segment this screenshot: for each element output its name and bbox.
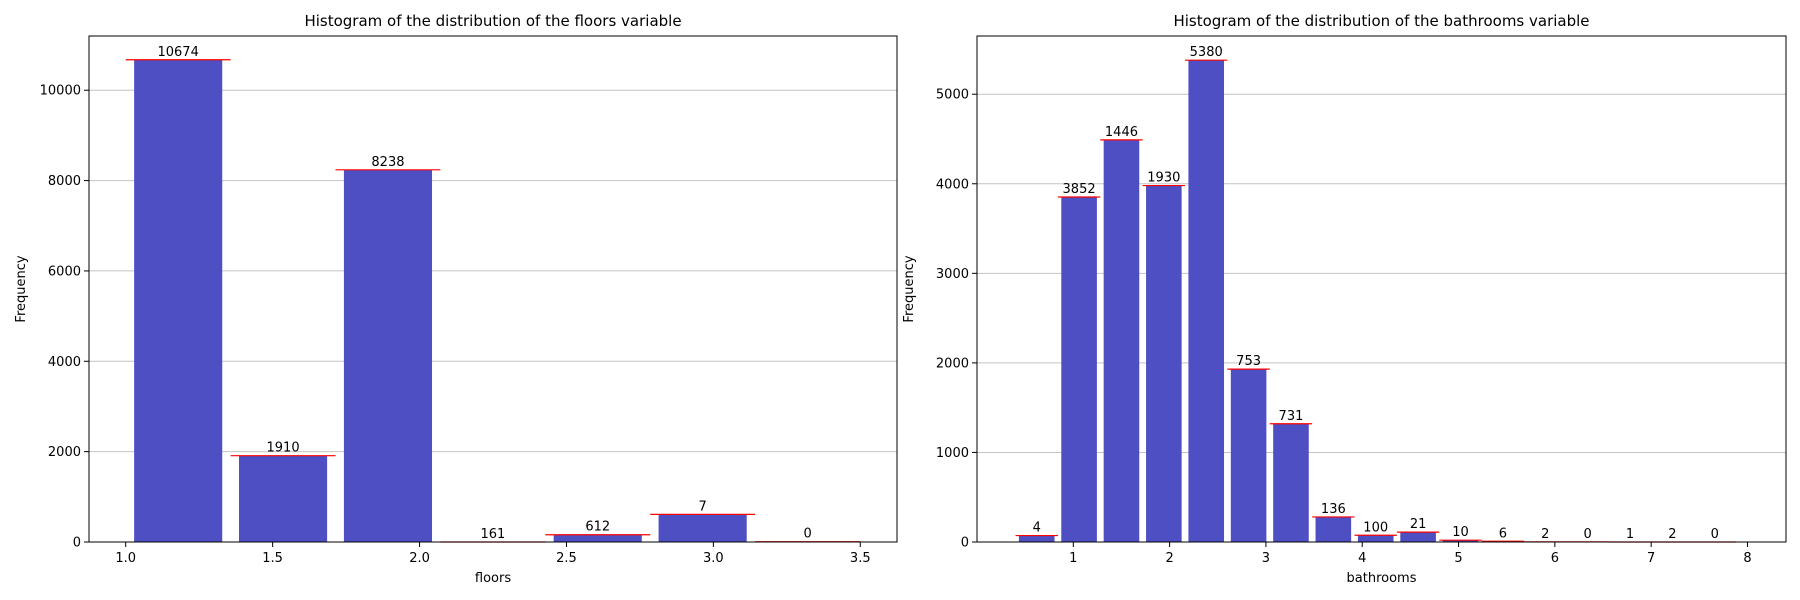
histogram-bar xyxy=(343,169,433,543)
histogram-bar xyxy=(1357,535,1394,542)
y-tick-label: 4000 xyxy=(48,355,81,370)
y-tick-label: 6000 xyxy=(48,264,81,279)
bar-count-label: 1930 xyxy=(1147,171,1180,186)
bar-count-label: 2 xyxy=(1668,527,1676,542)
bar-count-label: 21 xyxy=(1410,517,1427,532)
histogram-bar xyxy=(1061,197,1097,543)
chart-title: Histogram of the distribution of the bat… xyxy=(1173,12,1589,30)
axes-frame xyxy=(88,35,898,543)
x-tick-label: 8 xyxy=(1743,551,1751,566)
x-tick-label: 6 xyxy=(1551,551,1559,566)
chart-title: Histogram of the distribution of the flo… xyxy=(304,12,681,30)
bar-count-label: 1 xyxy=(1626,527,1634,542)
x-axis-label: floors xyxy=(475,571,511,586)
x-tick-label: 1.5 xyxy=(262,551,283,566)
y-tick-label: 1000 xyxy=(936,446,969,461)
bar-count-label: 10 xyxy=(1452,525,1469,540)
x-tick-label: 1.0 xyxy=(115,551,136,566)
y-tick-label: 10000 xyxy=(40,84,81,99)
bar-count-label: 753 xyxy=(1236,354,1261,369)
x-axis-label: bathrooms xyxy=(1347,571,1417,586)
bar-count-label: 1446 xyxy=(1105,125,1138,140)
y-tick-label: 2000 xyxy=(48,445,81,460)
bar-count-label: 0 xyxy=(804,527,812,542)
bar-count-label: 6 xyxy=(1499,526,1507,541)
histogram-bar xyxy=(1273,423,1309,542)
histogram-bar xyxy=(1103,139,1140,542)
x-tick-label: 3 xyxy=(1262,551,1270,566)
histogram-bar xyxy=(1018,535,1055,542)
bar-count-label: 136 xyxy=(1321,502,1346,517)
bar-count-label: 731 xyxy=(1279,409,1304,424)
bar-count-label: 0 xyxy=(1711,527,1719,542)
histogram-bar xyxy=(1400,532,1436,542)
bar-count-label: 8238 xyxy=(371,155,404,170)
x-tick-label: 4 xyxy=(1358,551,1366,566)
histogram-bar xyxy=(1146,185,1182,542)
y-tick-label: 4000 xyxy=(936,177,969,192)
y-axis-label: Frequency xyxy=(902,255,917,322)
histogram-bar xyxy=(1315,516,1352,542)
y-tick-label: 0 xyxy=(961,536,969,551)
bar-count-label: 10674 xyxy=(157,45,198,60)
x-tick-label: 2.0 xyxy=(409,551,430,566)
x-tick-label: 1 xyxy=(1069,551,1077,566)
bar-count-label: 100 xyxy=(1363,520,1388,535)
histogram-bar xyxy=(658,514,747,542)
bar-count-label: 612 xyxy=(585,520,610,535)
bar-count-label: 2 xyxy=(1541,527,1549,542)
bar-count-label: 5380 xyxy=(1190,45,1223,60)
histogram-bar xyxy=(553,534,642,542)
bar-count-label: 3852 xyxy=(1063,182,1096,197)
histogram-bar xyxy=(1442,540,1479,542)
x-tick-label: 3.5 xyxy=(850,551,871,566)
x-tick-label: 2 xyxy=(1165,551,1173,566)
floors-histogram-panel: 10674 1910 8238 161 612 7 0 1.0 1.5 2.0 2.5 3.0 3.5 0… xyxy=(14,12,898,586)
x-tick-label: 7 xyxy=(1647,551,1655,566)
y-tick-label: 5000 xyxy=(936,88,969,103)
bar-count-label: 4 xyxy=(1033,521,1041,536)
histogram-bar xyxy=(239,455,328,542)
bar-count-label: 0 xyxy=(1583,527,1591,542)
y-tick-label: 2000 xyxy=(936,356,969,371)
x-tick-label: 3.0 xyxy=(703,551,724,566)
y-tick-label: 0 xyxy=(73,536,81,551)
x-tick-label: 5 xyxy=(1454,551,1462,566)
x-tick-label: 2.5 xyxy=(556,551,577,566)
y-tick-label: 8000 xyxy=(48,174,81,189)
y-tick-label: 3000 xyxy=(936,267,969,282)
y-axis-label: Frequency xyxy=(14,255,29,322)
bar-count-label: 161 xyxy=(480,527,505,542)
bar-count-label: 1910 xyxy=(267,441,300,456)
histogram-bar xyxy=(1230,369,1267,542)
axes-frame xyxy=(976,35,1787,543)
bar-count-label: 7 xyxy=(698,499,706,514)
histogram-bar xyxy=(134,59,223,543)
histogram-bar xyxy=(1188,60,1225,542)
